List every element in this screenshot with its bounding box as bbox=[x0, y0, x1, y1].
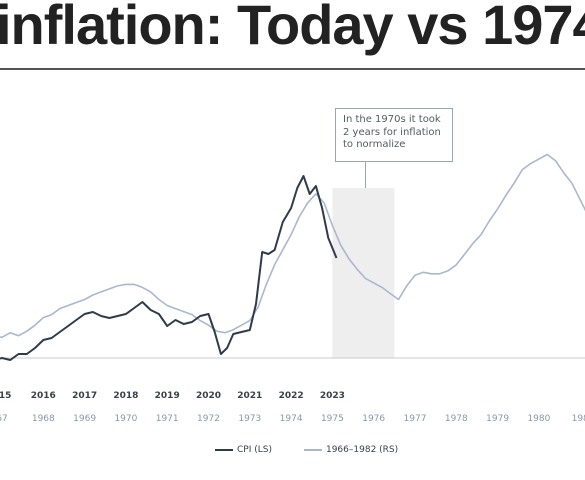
x-tick-top-3: 2018 bbox=[113, 391, 138, 401]
x-tick-top-2: 2017 bbox=[72, 391, 97, 401]
x-tick-bottom-3: 1970 bbox=[114, 414, 137, 424]
legend-swatch-cpi bbox=[215, 449, 233, 451]
series-line-cpi bbox=[0, 175, 338, 361]
chart-title: inflation: Today vs 1974 bbox=[0, 0, 585, 56]
x-tick-top-8: 2023 bbox=[320, 391, 345, 401]
annotation-leader-line bbox=[365, 162, 366, 188]
legend-label-historical: 1966–1982 (RS) bbox=[325, 445, 399, 455]
x-tick-bottom-4: 1971 bbox=[156, 414, 179, 424]
x-tick-bottom-7: 1974 bbox=[280, 414, 303, 424]
x-tick-top-7: 2022 bbox=[279, 391, 304, 401]
x-tick-bottom-5: 1972 bbox=[197, 414, 220, 424]
x-tick-bottom-10: 1977 bbox=[404, 414, 427, 424]
legend-item-cpi: CPI (LS) bbox=[215, 445, 272, 455]
x-tick-bottom-11: 1978 bbox=[445, 414, 468, 424]
x-tick-bottom-14: 198 bbox=[572, 414, 585, 424]
x-tick-bottom-8: 1975 bbox=[321, 414, 344, 424]
legend: CPI (LS) 1966–1982 (RS) bbox=[215, 445, 398, 455]
x-tick-bottom-0: 67 bbox=[0, 414, 8, 424]
x-tick-bottom-13: 1980 bbox=[527, 414, 550, 424]
x-tick-bottom-1: 1968 bbox=[32, 414, 55, 424]
x-tick-top-5: 2020 bbox=[196, 391, 221, 401]
tick-layer: 015 2016 2017 2018 2019 2020 2021 2022 2023 67 196… bbox=[0, 391, 585, 424]
legend-swatch-historical bbox=[303, 449, 322, 451]
normalization-shaded-region bbox=[332, 188, 395, 358]
x-tick-bottom-9: 1976 bbox=[362, 414, 385, 424]
series-line-historical bbox=[0, 153, 585, 339]
annotation-box: In the 1970s it took 2 years for inflati… bbox=[335, 108, 453, 162]
x-tick-top-4: 2019 bbox=[155, 391, 180, 401]
x-tick-top-0: 015 bbox=[0, 391, 11, 401]
title-divider bbox=[0, 68, 585, 70]
series-layer bbox=[0, 153, 585, 361]
x-tick-bottom-2: 1969 bbox=[73, 414, 96, 424]
x-tick-bottom-12: 1979 bbox=[486, 414, 509, 424]
x-tick-bottom-6: 1973 bbox=[238, 414, 261, 424]
x-tick-top-6: 2021 bbox=[237, 391, 262, 401]
x-tick-top-1: 2016 bbox=[31, 391, 56, 401]
legend-label-cpi: CPI (LS) bbox=[237, 445, 272, 455]
legend-item-historical: 1966–1982 (RS) bbox=[303, 445, 399, 455]
